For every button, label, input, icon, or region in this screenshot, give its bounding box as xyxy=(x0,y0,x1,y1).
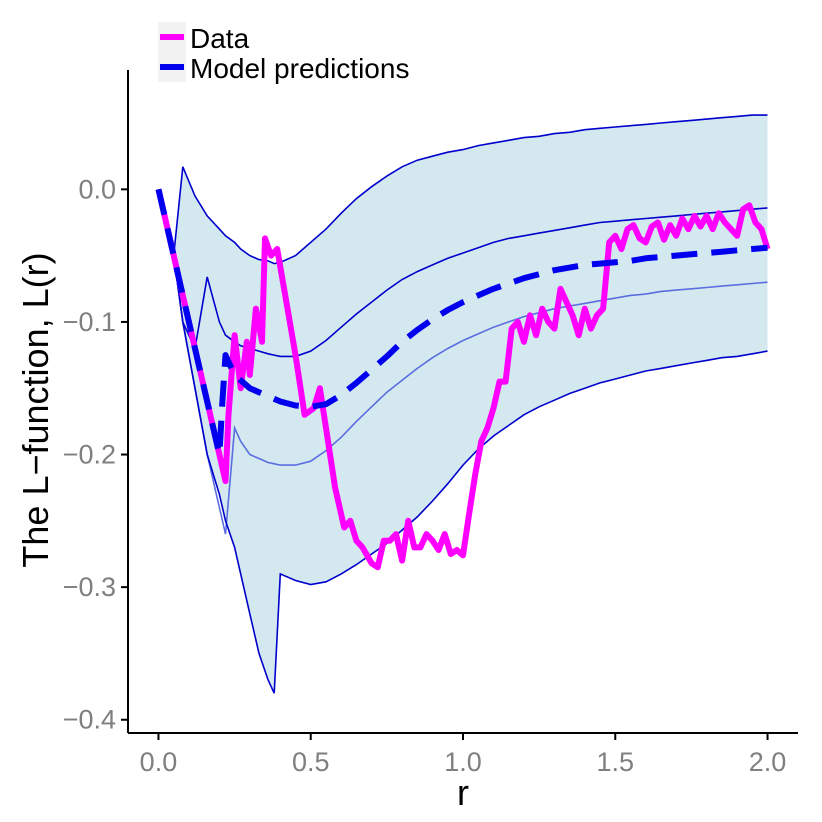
y-tick-label: −0.3 xyxy=(63,572,116,602)
y-tick-label: −0.1 xyxy=(63,307,116,337)
x-axis-title: r xyxy=(457,772,469,813)
y-tick-label: 0.0 xyxy=(78,174,116,204)
envelope-lower-mid-line xyxy=(157,189,768,535)
x-tick-label: 1.0 xyxy=(444,747,482,777)
y-axis-title: The L−function, L(r) xyxy=(15,252,56,567)
envelope-upper-line xyxy=(157,114,768,265)
x-tick-label: 0.0 xyxy=(140,747,178,777)
envelope-lower-line xyxy=(157,189,768,694)
envelope-band xyxy=(158,115,768,694)
legend-label-model: Model predictions xyxy=(190,53,409,84)
series-line-data xyxy=(155,188,771,571)
x-tick-label: 2.0 xyxy=(749,747,787,777)
x-tick-label: 1.5 xyxy=(596,747,634,777)
series-line-model-predictions xyxy=(155,188,768,458)
x-axis-ticks: 0.0 0.5 1.0 1.5 2.0 xyxy=(140,733,787,777)
y-axis-ticks: 0.0 −0.1 −0.2 −0.3 −0.4 xyxy=(63,174,128,735)
legend-label-data: Data xyxy=(190,23,250,54)
legend: Data Model predictions xyxy=(158,22,409,84)
series-layer xyxy=(155,188,771,571)
envelope-layer xyxy=(157,114,768,694)
x-tick-label: 0.5 xyxy=(292,747,330,777)
y-tick-label: −0.4 xyxy=(63,705,116,735)
y-tick-label: −0.2 xyxy=(63,440,116,470)
